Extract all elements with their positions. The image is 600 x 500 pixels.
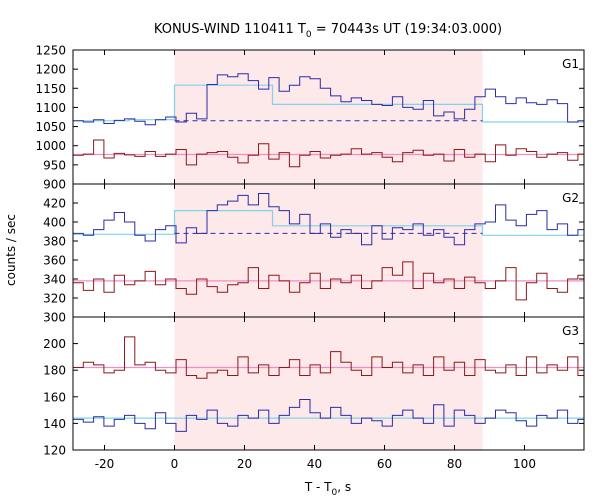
g1-fit-cyan [73, 84, 584, 123]
x-axis-label: T - T0, s [304, 480, 351, 498]
g3-histogram-red [73, 336, 584, 379]
shaded-interval-layer [174, 50, 483, 450]
xtick-label: 40 [307, 457, 322, 471]
g3-panel-label: G3 [562, 324, 579, 338]
y-axis-label: counts / sec [4, 214, 18, 286]
g3-panel-frame [72, 316, 585, 451]
tick-layer: 900950100010501100115012001250G130032034… [35, 44, 584, 471]
g1-ytick-label: 900 [43, 178, 66, 192]
xtick-label: 100 [513, 457, 536, 471]
xtick-label: 20 [237, 457, 252, 471]
g1-ytick-label: 950 [43, 158, 66, 172]
g2-panel-label: G2 [562, 191, 579, 205]
g2-histogram-red [73, 261, 584, 301]
g1-histogram-red [73, 139, 584, 168]
g1-ytick-label: 1050 [35, 120, 66, 134]
g2-ytick-label: 420 [43, 197, 66, 211]
x-axis-label-subscript: 0 [332, 488, 338, 498]
g2-ytick-label: 340 [43, 273, 66, 287]
g2-ytick-label: 380 [43, 235, 66, 249]
g2-ytick-label: 360 [43, 254, 66, 268]
g1-ytick-label: 1150 [35, 82, 66, 96]
series-layer [73, 73, 584, 432]
xtick-label: 80 [447, 457, 462, 471]
g3-histogram-blue [73, 399, 584, 432]
g2-ytick-label: 300 [43, 311, 66, 325]
g3-ytick-label: 140 [43, 417, 66, 431]
g3-ytick-label: 120 [43, 444, 66, 458]
xtick-label: 0 [171, 457, 179, 471]
shaded-burst-interval [174, 50, 483, 450]
g3-ytick-label: 180 [43, 364, 66, 378]
g1-histogram-blue [73, 73, 584, 126]
chart-title: KONUS-WIND 110411 T0 = 70443s UT (19:34:… [154, 22, 502, 40]
g1-ytick-label: 1200 [35, 63, 66, 77]
g1-ytick-label: 1100 [35, 101, 66, 115]
g1-panel-label: G1 [562, 57, 579, 71]
g3-ytick-label: 200 [43, 337, 66, 351]
axes-frames [72, 49, 585, 451]
xtick-label: -20 [95, 457, 115, 471]
g3-ytick-label: 160 [43, 390, 66, 404]
g1-ytick-label: 1250 [35, 44, 66, 58]
xtick-label: 60 [377, 457, 392, 471]
chart-title-subscript: 0 [306, 30, 312, 40]
g2-ytick-label: 400 [43, 216, 66, 230]
g1-ytick-label: 1000 [35, 139, 66, 153]
g2-ytick-label: 320 [43, 292, 66, 306]
g2-histogram-blue [73, 193, 584, 246]
